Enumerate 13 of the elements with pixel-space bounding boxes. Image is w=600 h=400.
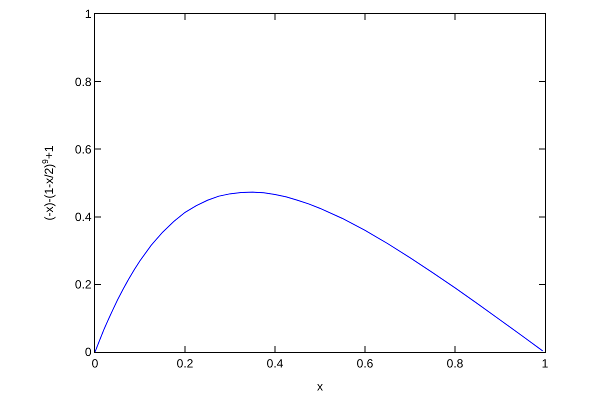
y-tick-label: 1: [84, 7, 92, 22]
x-axis-title: x: [317, 379, 323, 394]
x-tick-label: 0.8: [446, 356, 464, 370]
y-tick-label: 0: [84, 345, 92, 360]
y-tick-label: 0.4: [74, 210, 92, 224]
x-tick-label: 0.4: [266, 356, 284, 370]
y-tick-label: 0.2: [74, 278, 92, 292]
x-tick-label: 1: [542, 356, 549, 370]
x-tick-label: 0.2: [176, 356, 194, 370]
y-tick-label: 0.6: [74, 142, 92, 156]
y-tick-label: 0.8: [74, 74, 92, 89]
x-tick-label: 0.6: [356, 356, 374, 370]
line-series: [95, 192, 544, 352]
